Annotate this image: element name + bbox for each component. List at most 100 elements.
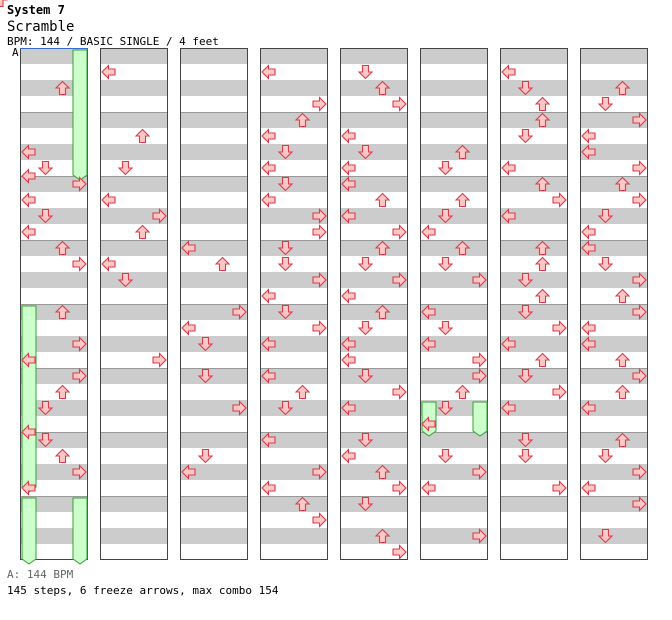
beat-stripe — [420, 496, 488, 512]
beat-stripe — [20, 240, 88, 256]
beat-stripe — [20, 48, 88, 64]
left-arrow-icon — [501, 400, 516, 416]
beat-stripe — [180, 144, 248, 160]
up-arrow-icon — [374, 528, 391, 544]
left-arrow-icon — [21, 480, 36, 496]
beat-stripe — [20, 336, 88, 352]
down-arrow-icon — [597, 96, 614, 112]
beat-stripe — [180, 112, 248, 128]
down-arrow-icon — [277, 176, 294, 192]
column-border — [180, 48, 248, 560]
right-arrow-icon — [152, 208, 167, 224]
beat-stripe — [580, 368, 648, 384]
up-arrow-icon — [534, 112, 551, 128]
beat-stripe — [340, 496, 408, 512]
beat-stripe — [500, 528, 568, 544]
beat-stripe — [20, 464, 88, 480]
left-arrow-icon — [261, 336, 276, 352]
column-border — [260, 48, 328, 560]
up-arrow-icon — [614, 432, 631, 448]
up-arrow-icon — [534, 288, 551, 304]
beat-stripe — [340, 80, 408, 96]
beat-stripe — [20, 112, 88, 128]
left-arrow-icon — [261, 160, 276, 176]
down-arrow-icon — [517, 304, 534, 320]
beat-stripe — [260, 304, 328, 320]
down-arrow-icon — [277, 256, 294, 272]
up-arrow-icon — [534, 352, 551, 368]
beat-stripe — [260, 208, 328, 224]
beat-stripe — [180, 368, 248, 384]
beat-stripe — [420, 528, 488, 544]
beat-stripe — [100, 208, 168, 224]
beat-stripe — [420, 208, 488, 224]
beat-stripe — [260, 368, 328, 384]
left-arrow-icon — [261, 192, 276, 208]
beat-stripe — [180, 80, 248, 96]
chart-column — [260, 48, 328, 560]
beat-stripe — [180, 464, 248, 480]
right-arrow-icon — [392, 544, 407, 560]
right-arrow-icon — [312, 272, 327, 288]
beat-stripe — [500, 496, 568, 512]
right-arrow-icon — [72, 336, 87, 352]
left-arrow-icon — [341, 336, 356, 352]
up-arrow-icon — [614, 384, 631, 400]
right-arrow-icon — [312, 512, 327, 528]
right-arrow-icon — [232, 400, 247, 416]
left-arrow-icon — [341, 400, 356, 416]
left-arrow-icon — [341, 128, 356, 144]
beat-stripe — [100, 336, 168, 352]
beat-stripe — [340, 336, 408, 352]
up-arrow-icon — [294, 496, 311, 512]
left-arrow-icon — [21, 144, 36, 160]
beat-stripe — [260, 272, 328, 288]
beat-stripe — [420, 304, 488, 320]
down-arrow-icon — [597, 528, 614, 544]
up-arrow-icon — [214, 256, 231, 272]
up-arrow-icon — [454, 240, 471, 256]
up-arrow-icon — [294, 384, 311, 400]
chart-column — [180, 48, 248, 560]
beat-stripe — [260, 48, 328, 64]
right-arrow-icon — [392, 224, 407, 240]
down-arrow-icon — [37, 432, 54, 448]
beat-stripe — [340, 368, 408, 384]
beat-stripe — [180, 240, 248, 256]
beat-stripe — [420, 464, 488, 480]
beat-stripe — [260, 112, 328, 128]
beat-stripe — [180, 304, 248, 320]
beat-stripe — [180, 48, 248, 64]
left-arrow-icon — [21, 192, 36, 208]
beat-stripe — [340, 528, 408, 544]
up-arrow-icon — [454, 192, 471, 208]
right-arrow-icon — [392, 384, 407, 400]
down-arrow-icon — [357, 144, 374, 160]
right-arrow-icon — [632, 464, 647, 480]
beat-stripe — [340, 272, 408, 288]
down-arrow-icon — [197, 448, 214, 464]
left-arrow-icon — [581, 144, 596, 160]
beat-stripe — [260, 80, 328, 96]
left-arrow-icon — [421, 224, 436, 240]
right-arrow-icon — [472, 464, 487, 480]
right-arrow-icon — [312, 224, 327, 240]
up-arrow-icon — [614, 176, 631, 192]
beat-stripe — [580, 272, 648, 288]
right-arrow-icon — [472, 368, 487, 384]
left-arrow-icon — [581, 400, 596, 416]
beat-stripe — [500, 176, 568, 192]
down-arrow-icon — [517, 80, 534, 96]
beat-stripe — [340, 176, 408, 192]
down-arrow-icon — [117, 160, 134, 176]
up-arrow-icon — [374, 464, 391, 480]
up-arrow-icon — [374, 304, 391, 320]
beat-stripe — [500, 144, 568, 160]
beat-stripe — [260, 336, 328, 352]
beat-stripe — [420, 112, 488, 128]
right-arrow-icon — [552, 384, 567, 400]
down-arrow-icon — [277, 400, 294, 416]
column-border — [340, 48, 408, 560]
beat-stripe — [260, 496, 328, 512]
right-arrow-icon — [152, 352, 167, 368]
